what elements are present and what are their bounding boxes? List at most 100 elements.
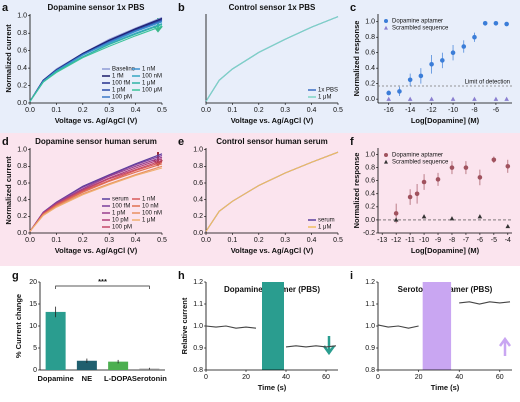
- bar: [76, 360, 97, 370]
- y-tick-label: 0.2: [17, 213, 27, 220]
- x-tick-label: -10: [419, 237, 429, 244]
- legend-label: 1 μM: [318, 95, 331, 101]
- x-axis-label: Voltage vs. Ag/AgCl (V): [55, 116, 138, 125]
- panel-label: g: [12, 270, 19, 282]
- y-tick-label: 0.9: [193, 345, 203, 352]
- legend-marker: [384, 159, 388, 164]
- panel-label: f: [350, 136, 354, 148]
- legend-label: 100 fM: [112, 204, 130, 210]
- y-tick-label: 0.8: [17, 30, 27, 37]
- legend-label: 1 pM: [112, 88, 125, 94]
- point: [482, 20, 488, 26]
- x-tick-label: 40: [282, 374, 290, 381]
- point: [393, 217, 399, 222]
- bar: [45, 311, 66, 370]
- x-tick-label: -5: [491, 237, 497, 244]
- legend-label: 1 nM: [142, 67, 155, 73]
- y-axis-label: Normalized response: [352, 21, 361, 97]
- y-tick-label: 0.4: [17, 197, 27, 204]
- legend-marker: [384, 25, 388, 30]
- series-line: [29, 21, 163, 102]
- y-tick-label: 1.2: [365, 279, 375, 286]
- bar: [108, 361, 129, 370]
- stimulus-region: [422, 282, 452, 370]
- x-tick-label: 20: [415, 374, 423, 381]
- x-tick-label: -9: [435, 237, 441, 244]
- x-tick-label: 0.1: [228, 107, 238, 114]
- panel-label: a: [2, 2, 9, 14]
- series-line: [205, 325, 337, 348]
- y-tick-label: 5: [33, 345, 37, 352]
- x-tick-label: 0.3: [280, 107, 290, 114]
- legend-label: 1 nM: [142, 197, 155, 203]
- point: [429, 62, 434, 67]
- legend-label: 1 μM: [142, 81, 155, 87]
- x-tick-label: 0.5: [333, 107, 343, 114]
- chart-title: Dopamine sensor 1x PBS: [48, 3, 146, 12]
- series-line: [29, 25, 163, 102]
- point: [461, 44, 467, 49]
- y-tick-label: 0.6: [365, 178, 375, 185]
- y-tick-label: 1.2: [193, 279, 203, 286]
- point: [477, 175, 483, 180]
- legend-label: Dopamine aptamer: [392, 153, 443, 159]
- point: [493, 20, 499, 26]
- y-tick-label: 0.8: [365, 367, 375, 374]
- y-tick-label: 0.4: [17, 65, 27, 72]
- x-tick-label: 0.4: [307, 107, 317, 114]
- x-axis-label: Time (s): [431, 383, 460, 392]
- x-tick-label: 0.4: [131, 107, 141, 114]
- x-tick-label: 0.2: [254, 237, 264, 244]
- series-line: [29, 161, 163, 232]
- point: [386, 90, 392, 96]
- point: [449, 216, 455, 221]
- x-tick-label: 0: [376, 374, 380, 381]
- point: [393, 211, 399, 216]
- y-tick-label: 0.6: [193, 180, 203, 187]
- point: [450, 96, 456, 101]
- legend-marker: [384, 153, 388, 157]
- legend-label: Scrambled sequence: [392, 26, 449, 32]
- x-tick-label: NE: [82, 374, 92, 383]
- y-tick-label: 0.9: [365, 345, 375, 352]
- legend-label: serum: [112, 197, 129, 203]
- x-tick-label: 0.3: [104, 237, 114, 244]
- y-tick-label: -0.2: [363, 230, 375, 237]
- chart-title: Dopamine sensor human serum: [35, 137, 157, 146]
- x-tick-label: -12: [391, 237, 401, 244]
- x-tick-label: -8: [471, 107, 477, 114]
- point: [449, 165, 455, 170]
- legend-label: Baseline: [112, 67, 136, 73]
- x-axis-label: Log[Dopamine] (M): [411, 246, 480, 255]
- x-axis-label: Log[Dopamine] (M): [411, 116, 480, 125]
- x-tick-label: 60: [496, 374, 504, 381]
- y-tick-label: 0.0: [17, 230, 27, 237]
- point: [421, 179, 427, 185]
- x-tick-label: 0.2: [78, 237, 88, 244]
- y-tick-label: 0.8: [193, 367, 203, 374]
- y-tick-label: 0.8: [17, 163, 27, 170]
- x-tick-label: 0.0: [201, 107, 211, 114]
- x-tick-label: Serotonin: [132, 374, 167, 383]
- point: [493, 96, 499, 101]
- y-axis-label: Relative current: [180, 297, 189, 354]
- y-tick-label: 0.6: [17, 47, 27, 54]
- legend-label: Scrambled sequence: [392, 160, 449, 166]
- x-tick-label: 0.4: [131, 237, 141, 244]
- y-tick-label: 1.0: [193, 147, 203, 154]
- y-tick-label: 0.2: [17, 82, 27, 89]
- x-axis-label: Voltage vs. Ag/AgCl (V): [231, 246, 314, 255]
- y-tick-label: 0.2: [365, 204, 375, 211]
- x-axis-label: Voltage vs. Ag/AgCl (V): [55, 246, 138, 255]
- y-tick-label: 1.0: [365, 323, 375, 330]
- legend-label: 1x PBS: [318, 88, 338, 94]
- point: [386, 96, 392, 101]
- row-background: [0, 133, 520, 266]
- x-tick-label: -6: [477, 237, 483, 244]
- legend-label: 10 nM: [142, 204, 159, 210]
- x-axis-label: Voltage vs. Ag/AgCl (V): [231, 116, 314, 125]
- x-tick-label: Dopamine: [37, 374, 73, 383]
- y-tick-label: 0.0: [193, 230, 203, 237]
- y-tick-label: 0.6: [365, 50, 375, 57]
- legend-label: 100 μM: [142, 88, 162, 94]
